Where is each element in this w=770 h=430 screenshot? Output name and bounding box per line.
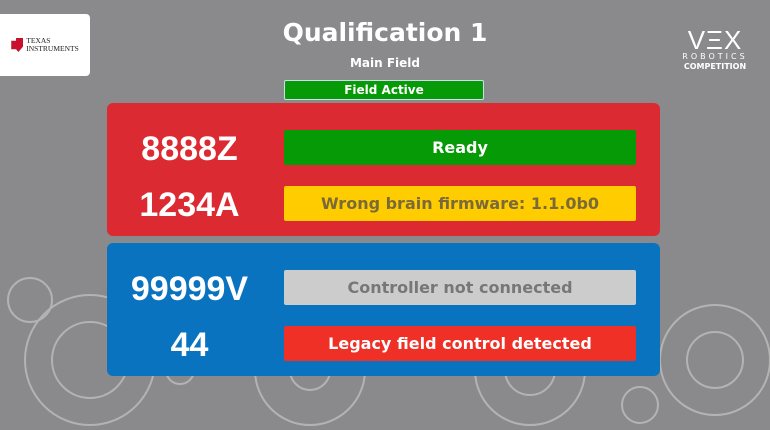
team-number: 8888Z: [141, 130, 238, 168]
team-status: Controller not connected: [284, 270, 636, 305]
match-title: Qualification 1: [282, 18, 488, 47]
field-status-badge: Field Active: [284, 80, 484, 100]
ti-logo-icon: [11, 38, 24, 52]
team-number: 1234A: [139, 186, 240, 224]
team-status: Legacy field control detected: [284, 326, 636, 361]
team-number: 99999V: [130, 270, 249, 308]
team-status: Ready: [284, 130, 636, 165]
team-number: 44: [170, 326, 209, 364]
team-status: Wrong brain firmware: 1.1.0b0: [284, 186, 636, 221]
red-alliance-panel: 8888Z Ready 1234A Wrong brain firmware: …: [107, 103, 660, 236]
blue-alliance-panel: 99999V Controller not connected 44 Legac…: [107, 243, 660, 376]
vex-logo: VΞX ROBOTICS COMPETITION: [682, 25, 748, 71]
field-name: Main Field: [349, 56, 421, 70]
texas-instruments-logo: TEXAS INSTRUMENTS: [0, 14, 90, 76]
